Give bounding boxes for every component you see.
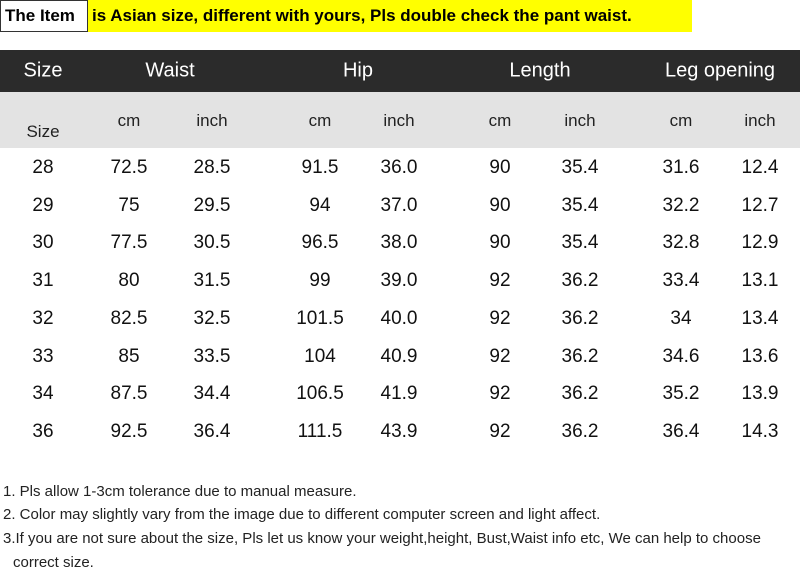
table-cell: 12.7 (741, 194, 779, 216)
header-cell: Size (23, 59, 63, 82)
table-cell: 31.6 (662, 157, 700, 178)
table-cell: 90 (489, 157, 511, 178)
table-cell: 94 (309, 194, 331, 216)
table-cell: 37.0 (380, 194, 418, 216)
subheader-cell: Size (26, 122, 60, 141)
table-cell: 32 (32, 307, 54, 329)
table-cell: 75 (118, 194, 140, 216)
header-cell: Leg opening (664, 59, 776, 82)
table-cell: 39.0 (380, 270, 418, 292)
table-cell: 35.2 (662, 383, 700, 405)
table-cell: 35.4 (561, 194, 599, 216)
subheader-cell: cm (488, 111, 512, 130)
table-cell: 92 (489, 270, 511, 292)
table-cell: 28 (32, 157, 54, 178)
table-cell: 41.9 (380, 383, 418, 405)
table-cell: 82.5 (110, 307, 148, 329)
table-cell: 36.4 (193, 420, 231, 442)
table-cell: 29 (32, 194, 54, 216)
header-cell: Length (509, 59, 571, 82)
table-cell: 92 (489, 420, 511, 442)
header-row (0, 50, 800, 92)
table-cell: 34 (32, 383, 54, 405)
table-cell: 43.9 (380, 420, 418, 442)
table-cell: 12.4 (741, 157, 779, 178)
table-cell: 85 (118, 345, 140, 367)
table-cell: 30 (32, 232, 54, 254)
subheader-cell: cm (117, 111, 141, 130)
table-cell: 36.2 (561, 383, 599, 405)
table-cell: 111.5 (297, 420, 343, 442)
table-cell: 99 (309, 270, 331, 292)
table-cell: 77.5 (110, 232, 148, 254)
table-cell: 36.4 (662, 420, 700, 442)
table-cell: 40.9 (380, 345, 418, 367)
table-cell: 34.6 (662, 345, 700, 367)
table-cell: 91.5 (301, 157, 339, 178)
subheader-cell: inch (744, 111, 776, 130)
table-cell: 32.8 (662, 232, 700, 254)
table-cell: 36.2 (561, 307, 599, 329)
table-cell: 36.0 (380, 157, 418, 178)
table-cell: 90 (489, 194, 511, 216)
table-cell: 96.5 (301, 232, 339, 254)
subheader-row (0, 92, 800, 148)
table-cell: 106.5 (296, 383, 344, 405)
table-cell: 12.9 (741, 232, 779, 254)
table-cell: 31 (32, 270, 54, 292)
table-cell: 40.0 (380, 307, 418, 329)
banner-message: is Asian size, different with yours, Pls… (88, 0, 692, 32)
table-cell: 13.9 (741, 383, 779, 405)
note: 3.If you are not sure about the size, Pl… (3, 530, 761, 571)
table-cell: 104 (304, 345, 336, 367)
table-cell: 92 (489, 345, 511, 367)
table-cell: 29.5 (193, 194, 231, 216)
table-cell: 13.4 (741, 307, 779, 329)
table-cell: 13.1 (741, 270, 779, 292)
table-cell: 33.4 (662, 270, 700, 292)
subheader-cell: inch (564, 111, 596, 130)
header-cell: Hip (342, 59, 374, 82)
table-cell: 35.4 (561, 157, 599, 178)
table-cell: 38.0 (380, 232, 418, 254)
table-cell: 36.2 (561, 270, 599, 292)
note: 2. Color may slightly vary from the imag… (3, 506, 601, 523)
subheader-cell: inch (383, 111, 415, 130)
table-cell: 13.6 (741, 345, 779, 367)
table-cell: 31.5 (193, 270, 231, 292)
table-cell: 92 (489, 383, 511, 405)
table-cell: 30.5 (193, 232, 231, 254)
table-cell: 28.5 (193, 157, 231, 178)
table-cell: 33.5 (193, 345, 231, 367)
table-cell: 87.5 (110, 383, 148, 405)
table-cell: 36 (32, 420, 54, 442)
table-cell: 14.3 (741, 420, 779, 442)
subheader-cell: inch (196, 111, 228, 130)
table-cell: 72.5 (110, 157, 148, 178)
table-cell: 92 (489, 307, 511, 329)
table-cell: 34.4 (193, 383, 231, 405)
table-cell: 92.5 (110, 420, 148, 442)
table-cell: 33 (32, 345, 54, 367)
table-cell: 36.2 (561, 345, 599, 367)
table-cell: 36.2 (561, 420, 599, 442)
banner-label: The Item (0, 0, 88, 32)
header-cell: Waist (145, 59, 195, 82)
table-cell: 101.5 (296, 307, 344, 329)
table-cell: 34 (670, 307, 692, 329)
note: 1. Pls allow 1-3cm tolerance due to manu… (3, 483, 357, 500)
table-cell: 90 (489, 232, 511, 254)
table-cell: 32.5 (193, 307, 231, 329)
subheader-cell: cm (308, 111, 332, 130)
subheader-cell: cm (669, 111, 693, 130)
table-cell: 80 (118, 270, 140, 292)
table-cell: 32.2 (662, 194, 700, 216)
table-cell: 35.4 (561, 232, 599, 254)
